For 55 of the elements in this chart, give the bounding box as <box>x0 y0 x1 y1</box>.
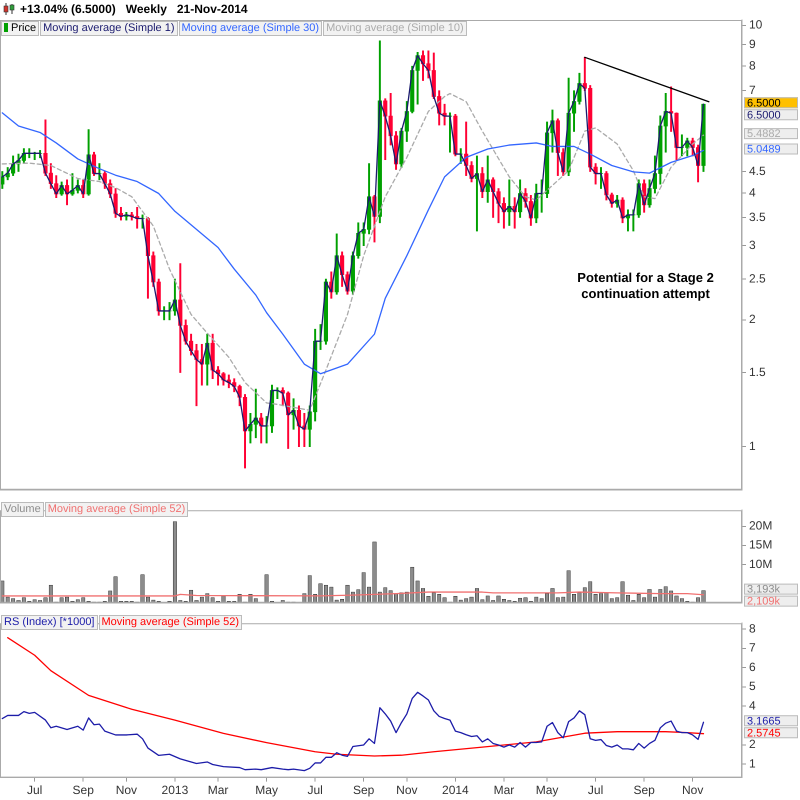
x-tick-label: Mar <box>494 783 514 798</box>
y-tick-label: 7 <box>749 640 756 655</box>
x-tick-label: 2014 <box>442 783 470 798</box>
y-tick-label: 7 <box>749 82 756 97</box>
y-tick-label: 8 <box>749 58 756 73</box>
text: 3.1665 <box>747 715 781 728</box>
y-tick-label: 4 <box>749 185 756 200</box>
x-tick-label: 2013 <box>162 783 189 798</box>
y-tick-label: 5 <box>749 679 756 694</box>
y-tick-label: 15M <box>749 538 772 552</box>
y-tick-label: 6 <box>749 660 756 674</box>
y-tick-label: 2 <box>749 737 756 752</box>
y-tick-label: 1.5 <box>749 364 766 379</box>
y-tick-label: 2 <box>749 312 756 326</box>
y-tick-label: 3 <box>749 238 756 252</box>
x-tick-label: Sep <box>633 783 656 798</box>
y-tick-label: 1 <box>749 438 756 453</box>
x-tick-label: Mar <box>208 783 228 798</box>
x-tick-label: Nov <box>116 783 138 798</box>
text: Volume <box>1 502 44 517</box>
text: Moving average (Simple 30) <box>178 21 322 36</box>
text: 5.0489 <box>747 143 781 156</box>
y-tick-label: 1 <box>749 756 756 770</box>
text: Moving average (Simple 1) <box>40 21 178 36</box>
x-tick-label: Sep <box>353 783 375 798</box>
y-tick-label: 3.5 <box>749 210 766 224</box>
x-tick-label: Jul <box>307 783 323 798</box>
chart-title: +13.04% (6.5000) Weekly 21-Nov-2014 <box>20 2 248 16</box>
y-tick-label: 10 <box>749 18 763 32</box>
x-tick-label: Jul <box>27 783 42 798</box>
x-tick-label: Nov <box>396 783 418 798</box>
legend-label: Price <box>1 21 40 36</box>
text: 2,109k <box>747 596 781 608</box>
x-tick-label: Nov <box>682 783 704 798</box>
x-tick-label: Sep <box>72 783 94 798</box>
annotation: Potential for a Stage 2 continuation attempt <box>577 270 714 301</box>
y-tick-label: 20M <box>749 518 772 533</box>
text: Moving average (Simple 52) <box>44 502 188 517</box>
x-tick-label: Jul <box>588 783 604 798</box>
text: Moving average (Simple 52) <box>98 615 242 630</box>
text: 6.5000 <box>747 97 781 110</box>
text: RS (Index) [*1000] <box>1 615 98 630</box>
y-tick-label: 10M <box>749 556 772 571</box>
y-tick-label: 9 <box>749 36 756 51</box>
text: 6.5000 <box>747 109 781 122</box>
text: 2.5745 <box>747 727 781 740</box>
text: Moving average (Simple 10) <box>323 21 467 36</box>
y-tick-label: 4 <box>749 698 756 713</box>
text: 5.4882 <box>747 128 781 140</box>
y-tick-label: 2.5 <box>749 271 766 286</box>
y-tick-label: 8 <box>749 621 756 636</box>
text: 3,193k <box>747 584 781 596</box>
x-tick-label: May <box>536 783 558 798</box>
y-tick-label: 4.5 <box>749 164 766 178</box>
x-tick-label: May <box>255 783 278 798</box>
